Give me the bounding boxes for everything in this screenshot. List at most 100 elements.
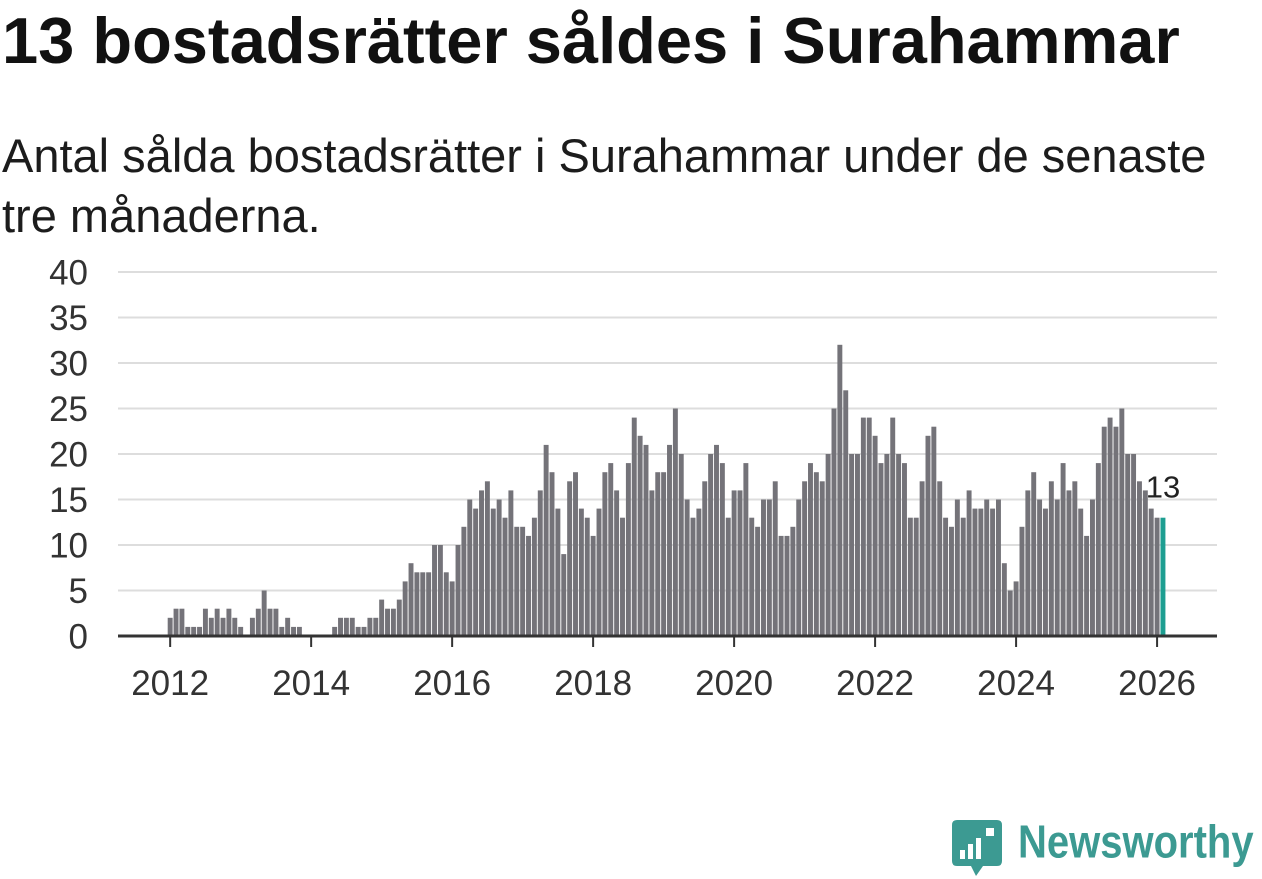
x-tick-label: 2018 [554, 664, 632, 703]
bar [432, 545, 437, 636]
bar [285, 617, 291, 636]
bar [1154, 517, 1160, 636]
x-tick-labels-group: 2012 2014 2016 2018 2020 2022 2024 2026 [131, 664, 1196, 703]
bar [990, 508, 996, 636]
x-tick-label: 2016 [413, 664, 491, 703]
bar [526, 535, 531, 636]
bar [249, 617, 255, 636]
bar [972, 508, 978, 636]
bar [1119, 408, 1125, 636]
bar [214, 608, 220, 636]
y-tick-label: 40 [49, 254, 88, 293]
bar [578, 508, 584, 636]
bar [902, 463, 907, 636]
bar [925, 435, 931, 636]
bar [355, 626, 361, 636]
bar [1013, 581, 1019, 636]
bar [796, 499, 802, 636]
y-tick-label: 25 [49, 390, 88, 429]
bar [749, 517, 755, 636]
bar [291, 626, 296, 636]
logo-bar [960, 850, 965, 859]
bar [449, 581, 455, 636]
bar [408, 563, 414, 636]
bar [837, 344, 843, 636]
bar [849, 454, 855, 636]
bar [543, 444, 549, 636]
x-tick-label: 2014 [272, 664, 350, 703]
bar [802, 481, 808, 636]
bar [255, 608, 261, 636]
bar [261, 590, 267, 636]
bar [367, 617, 373, 636]
bar [1136, 481, 1142, 636]
bar [202, 608, 208, 636]
bar [813, 472, 819, 636]
bar [1037, 499, 1043, 636]
bar [414, 572, 420, 636]
bar [1007, 590, 1013, 636]
bar [661, 472, 667, 636]
bar [996, 499, 1001, 636]
bar [402, 581, 408, 636]
bar [390, 608, 396, 636]
logo-bar [976, 838, 981, 859]
bar [878, 463, 884, 636]
bar [173, 608, 179, 636]
bar [625, 463, 631, 636]
bar [279, 626, 285, 636]
bar [1060, 463, 1066, 636]
y-tick-label: 20 [49, 436, 88, 475]
bar [872, 435, 878, 636]
bar [602, 472, 608, 636]
bar [1131, 454, 1137, 636]
bar [725, 517, 731, 636]
bar [766, 499, 772, 636]
bar [614, 490, 620, 636]
bar [1048, 481, 1054, 636]
bar [1101, 426, 1107, 636]
bar [855, 454, 860, 636]
bar [1001, 563, 1007, 636]
bar [537, 490, 543, 636]
bar [931, 426, 937, 636]
bar [1095, 463, 1101, 636]
bar [1107, 417, 1113, 636]
bar [696, 508, 702, 636]
highlight-value-label: 13 [1146, 470, 1180, 505]
bar [191, 626, 197, 636]
bar [1084, 535, 1090, 636]
bar [385, 608, 390, 636]
bar [690, 517, 696, 636]
x-tick-label: 2012 [131, 664, 209, 703]
y-tick-label: 0 [69, 618, 88, 657]
bar [349, 617, 355, 636]
bar [361, 626, 367, 636]
bar [549, 472, 555, 636]
bar [678, 454, 684, 636]
bar [555, 508, 561, 636]
bar [907, 517, 913, 636]
y-tick-label: 10 [49, 527, 88, 566]
bar [984, 499, 990, 636]
bar [643, 444, 649, 636]
bar [332, 626, 338, 636]
bar [1142, 490, 1148, 636]
bar [496, 499, 502, 636]
bar [573, 472, 578, 636]
bar [1066, 490, 1072, 636]
bar [596, 508, 602, 636]
bar [531, 517, 537, 636]
bar [884, 454, 890, 636]
bar [890, 417, 896, 636]
bar [396, 599, 402, 636]
bar [937, 481, 943, 636]
bar [1078, 508, 1084, 636]
bar [561, 554, 567, 636]
bar [167, 617, 173, 636]
bar [684, 499, 690, 636]
bar [296, 626, 302, 636]
bar [379, 599, 385, 636]
y-tick-label: 35 [49, 299, 88, 338]
bar [731, 490, 737, 636]
